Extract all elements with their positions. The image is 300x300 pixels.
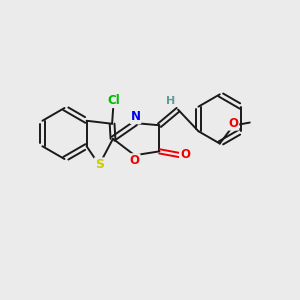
Text: H: H	[166, 96, 175, 106]
Text: O: O	[180, 148, 190, 161]
Text: O: O	[228, 117, 238, 130]
Text: S: S	[95, 158, 104, 171]
Text: N: N	[130, 110, 140, 123]
Text: Cl: Cl	[107, 94, 120, 107]
Text: O: O	[130, 154, 140, 167]
